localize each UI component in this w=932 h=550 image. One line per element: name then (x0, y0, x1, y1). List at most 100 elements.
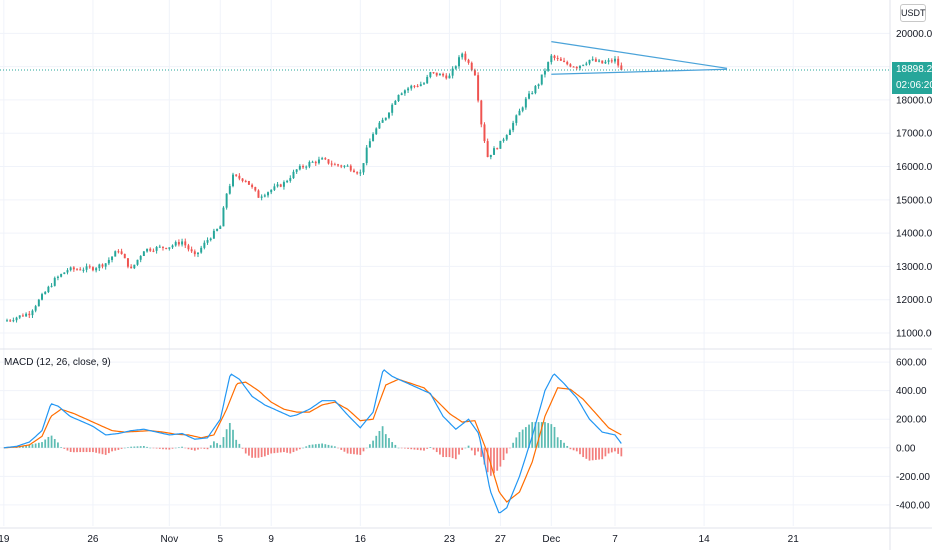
candle-down (340, 165, 343, 167)
histogram-bar-negative (499, 447, 502, 467)
candle-up (372, 134, 375, 142)
time-tick-label: 26 (87, 534, 99, 545)
price-tick-label: 11000.00 (896, 329, 932, 340)
histogram-bar-positive (47, 436, 50, 448)
histogram-bar-negative (193, 447, 196, 451)
currency-button[interactable]: USDT (900, 4, 926, 22)
histogram-bar-negative (63, 447, 66, 449)
candle-up (493, 148, 496, 155)
histogram-bar-negative (168, 447, 171, 450)
candle-down (470, 62, 473, 71)
candle-up (426, 76, 429, 84)
candle-up (451, 68, 454, 76)
histogram-bar-positive (365, 447, 368, 449)
candle-up (502, 139, 505, 141)
candle-up (66, 270, 69, 273)
candle-up (378, 122, 381, 129)
histogram-bar-positive (378, 431, 381, 448)
histogram-bar-negative (111, 447, 113, 452)
histogram-bar-positive (467, 445, 470, 448)
candle-up (391, 104, 394, 113)
histogram-bar-positive (136, 446, 139, 448)
histogram-bar-negative (604, 447, 607, 457)
histogram-bar-positive (515, 437, 518, 448)
candle-up (12, 320, 15, 322)
candle-up (292, 171, 295, 179)
histogram-bar-negative (95, 447, 98, 453)
histogram-bar-positive (123, 447, 126, 449)
histogram-bar-negative (295, 447, 298, 451)
histogram-bar-negative (458, 447, 460, 455)
histogram-bar-negative (200, 447, 203, 449)
histogram-bar-positive (397, 447, 400, 449)
candle-up (37, 299, 40, 307)
histogram-bar-negative (343, 447, 346, 452)
candle-up (232, 174, 234, 187)
histogram-bar-negative (66, 447, 69, 451)
candle-up (321, 158, 324, 160)
histogram-bar-negative (158, 447, 161, 449)
histogram-bar-positive (25, 445, 27, 448)
candle-down (467, 59, 470, 63)
candle-up (44, 291, 47, 295)
candle-down (575, 66, 578, 69)
histogram-bar-positive (369, 444, 371, 448)
histogram-bar-negative (477, 447, 479, 452)
histogram-bar-positive (37, 442, 40, 448)
histogram-bar-negative (620, 447, 623, 457)
histogram-bar-positive (213, 441, 215, 448)
histogram-bar-negative (184, 447, 187, 449)
histogram-bar-negative (579, 447, 581, 455)
histogram-bar-negative (451, 447, 454, 459)
candle-up (410, 85, 413, 89)
histogram-bar-positive (518, 432, 521, 448)
histogram-bar-positive (566, 445, 569, 448)
candle-down (464, 53, 467, 60)
candle-down (337, 164, 340, 166)
histogram-bar-negative (426, 447, 429, 449)
candle-up (104, 263, 107, 267)
candle-up (34, 306, 37, 311)
candle-down (330, 163, 333, 165)
histogram-bar-negative (480, 447, 483, 457)
candle-up (289, 178, 292, 181)
histogram-bar-positive (31, 444, 34, 448)
candle-up (591, 59, 594, 61)
histogram-bar-negative (353, 447, 355, 455)
histogram-bar-positive (133, 446, 136, 448)
histogram-bar-positive (559, 440, 562, 448)
histogram-bar-positive (228, 422, 231, 448)
histogram-bar-positive (391, 442, 394, 448)
histogram-bar-positive (130, 446, 133, 448)
trendline (551, 68, 728, 75)
histogram-bar-positive (372, 440, 374, 448)
histogram-bar-negative (187, 447, 190, 450)
histogram-bar-positive (528, 424, 530, 448)
candle-up (512, 122, 515, 131)
histogram-bar-positive (534, 422, 537, 448)
histogram-bar-negative (614, 447, 616, 452)
candle-up (63, 272, 66, 275)
candle-up (203, 242, 206, 248)
histogram-bar-negative (292, 447, 295, 453)
candle-up (142, 251, 145, 257)
histogram-bar-positive (143, 445, 145, 448)
candle-up (228, 186, 231, 194)
macd-pane (3, 369, 623, 514)
histogram-bar-positive (524, 427, 527, 448)
candle-down (416, 85, 419, 87)
candle-up (56, 276, 59, 278)
histogram-bar-negative (505, 447, 508, 454)
histogram-bar-negative (461, 447, 464, 450)
candle-down (117, 251, 120, 253)
candle-down (563, 60, 566, 62)
histogram-bar-positive (216, 443, 218, 448)
candle-up (107, 259, 110, 264)
candle-down (559, 58, 562, 61)
candle-down (28, 313, 31, 316)
histogram-bar-negative (442, 447, 444, 458)
time-tick-label: 9 (268, 534, 274, 545)
candle-up (454, 66, 457, 69)
candle-up (308, 162, 311, 167)
